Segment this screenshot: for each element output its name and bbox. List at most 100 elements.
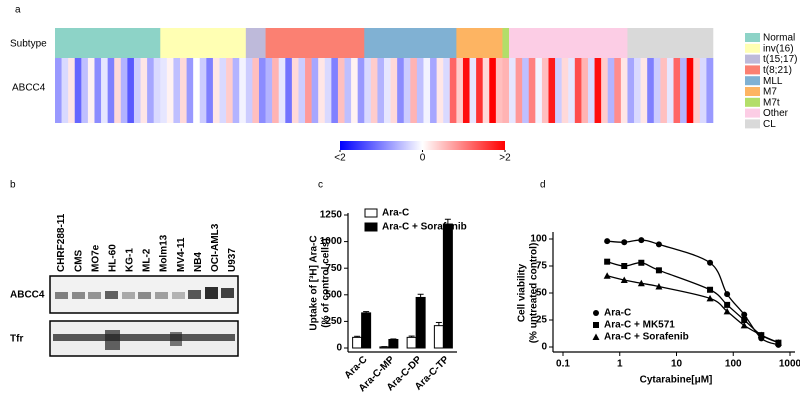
heat-cell	[344, 58, 352, 123]
bar	[379, 346, 390, 349]
heat-cell	[364, 58, 372, 123]
heat-cell	[226, 58, 233, 123]
point	[655, 241, 662, 248]
heat-cell	[133, 58, 141, 123]
heat-cell	[660, 58, 668, 123]
heat-cell	[278, 58, 286, 123]
row-label: Subtype	[10, 39, 47, 50]
subtype-segment	[509, 28, 628, 58]
colorbar-label: >2	[499, 153, 511, 164]
y-tick-label: 250	[325, 316, 342, 327]
band	[205, 287, 218, 299]
colorbar-label: <2	[334, 153, 346, 164]
heat-cell	[160, 58, 168, 123]
heat-cell	[456, 58, 464, 123]
heat-cell	[403, 58, 411, 123]
point	[637, 279, 645, 287]
heat-cell	[107, 58, 115, 123]
heat-cell	[581, 58, 589, 123]
heat-cell	[568, 58, 576, 123]
heat-cell	[193, 58, 201, 123]
legend-label: Normal	[763, 33, 795, 44]
legend-swatch	[745, 119, 760, 129]
heat-cell	[397, 58, 405, 123]
y-tick-label: 0	[541, 342, 547, 353]
bar	[388, 338, 399, 349]
point	[707, 259, 714, 266]
band	[221, 288, 234, 298]
heat-cell	[574, 58, 582, 123]
subtype-segment	[55, 28, 161, 58]
subtype-segment	[502, 28, 510, 58]
heat-cell	[173, 58, 181, 123]
heat-cell	[680, 58, 687, 123]
point	[655, 283, 663, 290]
heat-cell	[153, 58, 161, 123]
heat-cell	[594, 58, 602, 123]
legend-marker	[592, 333, 600, 340]
heat-cell	[258, 58, 266, 123]
heat-cell	[212, 58, 220, 123]
y-axis-title: (% untreated control)	[529, 243, 540, 344]
heat-cell	[219, 58, 227, 123]
heat-cell	[74, 58, 82, 123]
legend-label: Ara-C + MK571	[604, 320, 675, 331]
subtype-segment	[456, 28, 503, 58]
bar	[415, 296, 426, 349]
heat-cell	[495, 58, 503, 123]
panel-label: d	[540, 180, 546, 191]
heat-cell	[627, 58, 635, 123]
heat-cell	[555, 58, 562, 123]
heat-cell	[469, 58, 477, 123]
band	[105, 291, 118, 299]
band	[72, 292, 85, 299]
lane-label: KG-1	[125, 248, 136, 272]
heat-cell	[298, 58, 306, 123]
band	[188, 290, 201, 299]
x-axis-title: Cytarabine[μM]	[640, 375, 713, 386]
heat-cell	[601, 58, 609, 123]
point	[621, 239, 628, 246]
point	[741, 311, 748, 318]
legend-swatch	[745, 65, 760, 75]
heat-cell	[114, 58, 122, 123]
heat-cell	[666, 58, 674, 123]
y-tick-label: 0	[336, 343, 342, 354]
bar	[352, 336, 363, 349]
lane-label: Molm13	[159, 234, 170, 272]
heat-cell	[61, 58, 69, 123]
heat-cell	[318, 58, 326, 123]
heat-cell	[423, 58, 431, 123]
legend-label: MLL	[763, 76, 783, 87]
heat-cell	[311, 58, 319, 123]
legend-marker	[593, 310, 599, 316]
heat-cell	[370, 58, 378, 123]
band	[55, 292, 68, 299]
band	[138, 292, 151, 299]
x-tick-label: 100	[725, 359, 742, 370]
legend-label: t(15;17)	[763, 54, 797, 65]
band	[122, 292, 135, 299]
heat-cell	[449, 58, 457, 123]
lane-label: CMS	[73, 249, 84, 272]
heat-cell	[541, 58, 549, 123]
heat-cell	[482, 58, 490, 123]
heat-cell	[94, 58, 102, 123]
bar	[442, 223, 453, 349]
point	[603, 272, 611, 279]
heat-cell	[561, 58, 569, 123]
legend-swatch	[745, 108, 760, 118]
bar	[406, 336, 417, 349]
heat-cell	[120, 58, 128, 123]
point	[707, 286, 714, 293]
x-tick-label: 0.1	[556, 359, 570, 370]
heat-cell	[699, 58, 707, 123]
blot	[49, 275, 239, 357]
heat-cell	[693, 58, 701, 123]
bar	[433, 325, 444, 349]
colorbar	[340, 141, 505, 150]
panel-label: b	[10, 180, 16, 191]
heat-cell	[265, 58, 273, 123]
heat-cell	[653, 58, 661, 123]
blot-row-label: Tfr	[10, 334, 23, 345]
